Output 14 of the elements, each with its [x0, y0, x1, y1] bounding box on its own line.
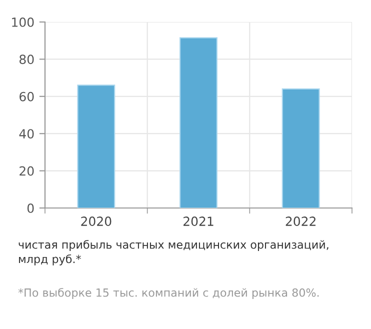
x-tick-label: 2022	[286, 216, 316, 226]
y-tick-label: 20	[20, 166, 34, 176]
y-tick-label: 40	[19, 129, 34, 139]
y-tick-label: 60	[20, 92, 34, 102]
y-tick-label: 100	[12, 17, 34, 27]
text: *По выборке 15 тыс. компаний с долей рынка 80%.	[18, 288, 319, 299]
y-tick-label: 80	[20, 54, 34, 64]
x-tick-label: 2020	[81, 216, 112, 226]
bar	[77, 84, 116, 208]
y-tick-label: 0	[27, 203, 34, 213]
bar	[282, 88, 320, 208]
x-tick-label: 2021	[184, 216, 214, 226]
bar	[180, 37, 218, 208]
text: чистая прибыль частных медицинских организаций, млрд руб.*	[18, 240, 328, 266]
